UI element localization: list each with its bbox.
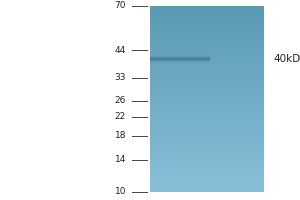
Text: 26: 26: [115, 96, 126, 105]
Text: 10: 10: [115, 188, 126, 196]
Text: 40kDa: 40kDa: [273, 54, 300, 64]
Text: 14: 14: [115, 155, 126, 164]
Text: 18: 18: [115, 131, 126, 140]
Text: 22: 22: [115, 112, 126, 121]
Text: 33: 33: [115, 73, 126, 82]
Text: 70: 70: [115, 1, 126, 10]
Text: 44: 44: [115, 46, 126, 55]
